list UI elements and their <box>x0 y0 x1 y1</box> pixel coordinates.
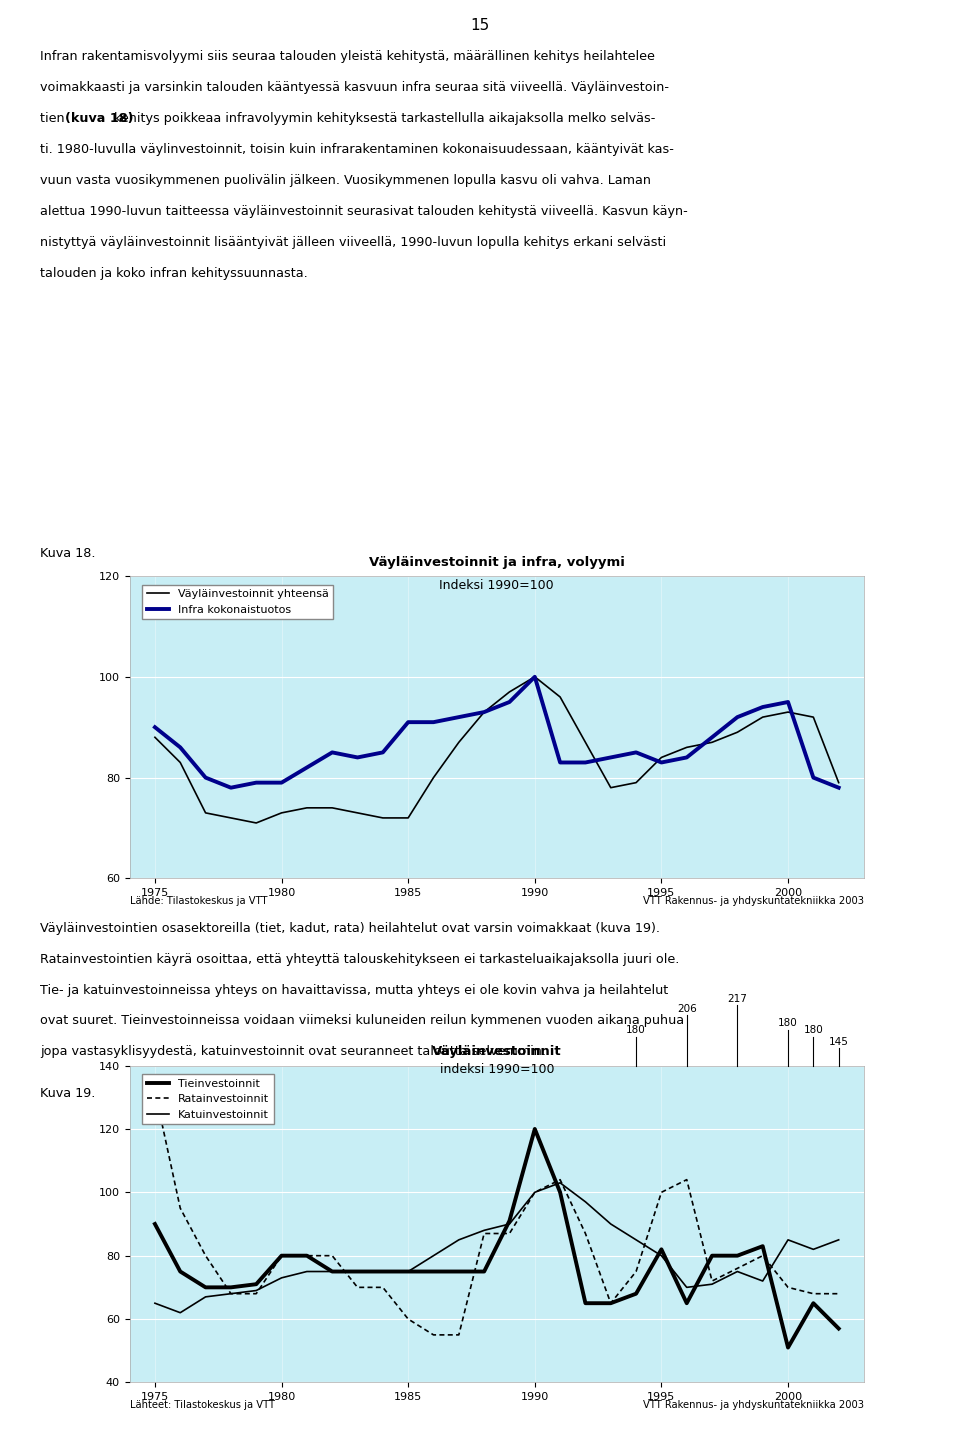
Text: tien: tien <box>40 112 69 125</box>
Text: Ratainvestointien käyrä osoittaa, että yhteyttä talouskehitykseen ei tarkastelua: Ratainvestointien käyrä osoittaa, että y… <box>40 953 680 966</box>
Text: Väyläinvestoinnit: Väyläinvestoinnit <box>432 1045 562 1058</box>
Text: (kuva 18): (kuva 18) <box>65 112 133 125</box>
Text: Infran rakentamisvolyymi siis seuraa talouden yleistä kehitystä, määrällinen keh: Infran rakentamisvolyymi siis seuraa tal… <box>40 50 655 63</box>
Text: alettua 1990-luvun taitteessa väyläinvestoinnit seurasivat talouden kehitystä vi: alettua 1990-luvun taitteessa väyläinves… <box>40 204 688 219</box>
Text: jopa vastasyklisyydestä, katuinvestoinnit ovat seuranneet taloutta selvemmin.: jopa vastasyklisyydestä, katuinvestoinni… <box>40 1045 546 1058</box>
Text: talouden ja koko infran kehityssuunnasta.: talouden ja koko infran kehityssuunnasta… <box>40 266 308 281</box>
Legend: Tieinvestoinnit, Ratainvestoinnit, Katuinvestoinnit: Tieinvestoinnit, Ratainvestoinnit, Katui… <box>142 1074 274 1125</box>
Text: VTT Rakennus- ja yhdyskuntatekniikka 2003: VTT Rakennus- ja yhdyskuntatekniikka 200… <box>643 896 864 906</box>
Text: 217: 217 <box>728 994 747 1004</box>
Text: 15: 15 <box>470 17 490 33</box>
Text: Lähteet: Tilastokeskus ja VTT: Lähteet: Tilastokeskus ja VTT <box>130 1400 275 1410</box>
Text: 180: 180 <box>804 1025 824 1035</box>
Text: Kuva 19.: Kuva 19. <box>40 1087 96 1100</box>
Text: nistyttyä väyläinvestoinnit lisääntyivät jälleen viiveellä, 1990-luvun lopulla k: nistyttyä väyläinvestoinnit lisääntyivät… <box>40 236 666 249</box>
Text: 145: 145 <box>828 1037 849 1047</box>
Text: Kuva 18.: Kuva 18. <box>40 547 96 560</box>
Text: VTT Rakennus- ja yhdyskuntatekniikka 2003: VTT Rakennus- ja yhdyskuntatekniikka 200… <box>643 1400 864 1410</box>
Text: kehitys poikkeaa infravolyymin kehityksestä tarkastellulla aikajaksolla melko se: kehitys poikkeaa infravolyymin kehitykse… <box>110 112 656 125</box>
Text: Tie- ja katuinvestoinneissa yhteys on havaittavissa, mutta yhteys ei ole kovin v: Tie- ja katuinvestoinneissa yhteys on ha… <box>40 984 668 996</box>
Text: Väyläinvestointien osasektoreilla (tiet, kadut, rata) heilahtelut ovat varsin vo: Väyläinvestointien osasektoreilla (tiet,… <box>40 922 660 935</box>
Text: voimakkaasti ja varsinkin talouden kääntyessä kasvuun infra seuraa sitä viiveell: voimakkaasti ja varsinkin talouden käänt… <box>40 81 669 95</box>
Text: vuun vasta vuosikymmenen puolivälin jälkeen. Vuosikymmenen lopulla kasvu oli vah: vuun vasta vuosikymmenen puolivälin jälk… <box>40 174 651 187</box>
Legend: Väyläinvestoinnit yhteensä, Infra kokonaistuotos: Väyläinvestoinnit yhteensä, Infra kokona… <box>142 585 333 619</box>
Text: Lähde: Tilastokeskus ja VTT: Lähde: Tilastokeskus ja VTT <box>130 896 267 906</box>
Text: 180: 180 <box>779 1018 798 1028</box>
Text: ovat suuret. Tieinvestoinneissa voidaan viimeksi kuluneiden reilun kymmenen vuod: ovat suuret. Tieinvestoinneissa voidaan … <box>40 1014 684 1028</box>
Text: Väyläinvestoinnit ja infra, volyymi: Väyläinvestoinnit ja infra, volyymi <box>369 556 625 569</box>
Text: 206: 206 <box>677 1004 697 1014</box>
Text: 180: 180 <box>626 1025 646 1035</box>
Text: indeksi 1990=100: indeksi 1990=100 <box>440 1063 554 1076</box>
Text: ti. 1980-luvulla väylinvestoinnit, toisin kuin infrarakentaminen kokonaisuudessa: ti. 1980-luvulla väylinvestoinnit, toisi… <box>40 143 674 157</box>
Text: Indeksi 1990=100: Indeksi 1990=100 <box>440 579 554 592</box>
